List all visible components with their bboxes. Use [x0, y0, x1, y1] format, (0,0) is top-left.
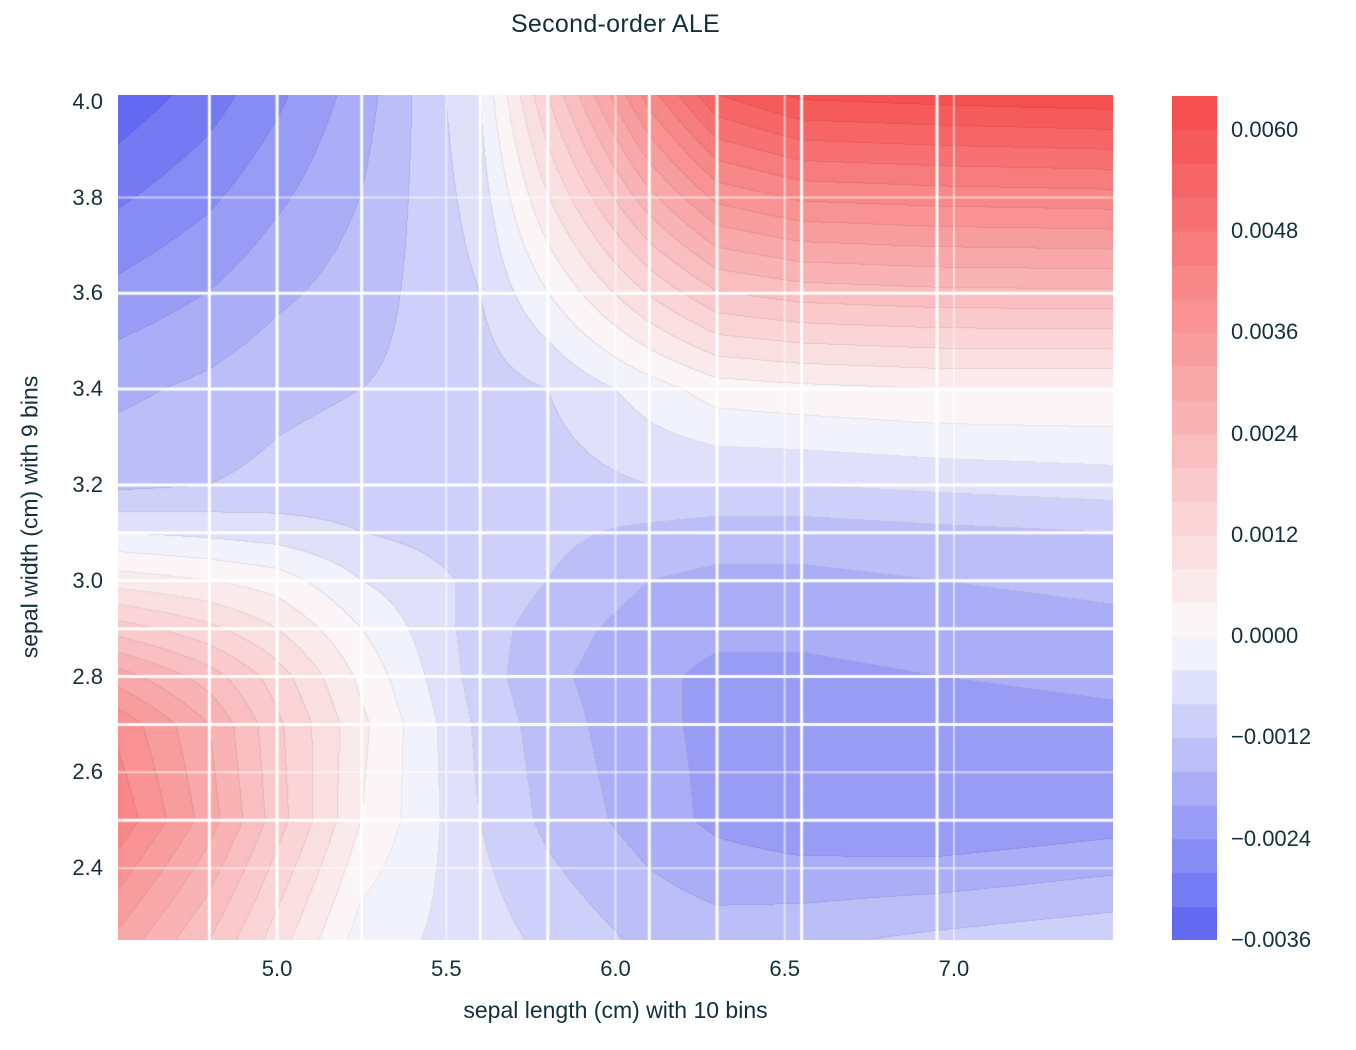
colorbar-tick-label: −0.0024 [1231, 825, 1312, 851]
y-tick-label: 3.0 [72, 567, 103, 593]
y-tick-label: 2.4 [72, 855, 103, 881]
colorbar-tick-label: 0.0060 [1231, 116, 1299, 142]
colorbar-tick-label: 0.0012 [1231, 521, 1299, 547]
chart-title: Second-order ALE [510, 10, 721, 38]
x-tick-label: 6.0 [600, 956, 631, 981]
colorbar-tick-label: −0.0036 [1231, 927, 1312, 952]
x-tick-label: 5.5 [430, 956, 462, 981]
colorbar-tick-label: 0.0036 [1231, 319, 1299, 345]
y-tick-label: 2.8 [72, 663, 103, 689]
y-axis-label: sepal width (cm) with 9 bins [16, 375, 43, 659]
y-tick-label: 3.6 [72, 280, 103, 306]
x-tick-label: 7.0 [938, 956, 970, 981]
y-tick-label: 2.6 [72, 759, 103, 785]
y-tick-label: 3.2 [72, 471, 103, 497]
ale-contour-plot [118, 95, 1113, 940]
colorbar [1172, 96, 1217, 940]
y-tick-label: 3.4 [72, 376, 103, 402]
colorbar-tick-label: 0.0024 [1231, 420, 1299, 446]
colorbar-tick-label: 0.0000 [1231, 623, 1299, 649]
colorbar-tick-label: 0.0048 [1231, 218, 1299, 244]
y-tick-label: 4.0 [72, 88, 103, 114]
x-tick-label: 6.5 [769, 956, 800, 981]
y-tick-label: 3.8 [72, 184, 103, 210]
x-axis-label: sepal length (cm) with 10 bins [463, 997, 768, 1023]
colorbar-tick-label: −0.0012 [1231, 724, 1312, 750]
x-tick-label: 5.0 [261, 956, 293, 981]
